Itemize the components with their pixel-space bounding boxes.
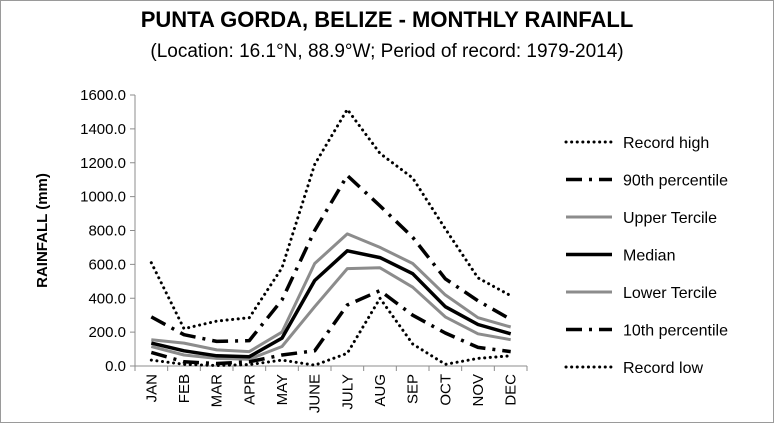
y-tick-label: 0.0 <box>105 358 126 375</box>
x-tick-label: FEB <box>176 374 193 403</box>
series-line-90th-percentile <box>150 173 512 344</box>
y-tick-label: 1600.0 <box>80 87 126 104</box>
chart-title: PUNTA GORDA, BELIZE - MONTHLY RAINFALL <box>140 7 634 32</box>
x-tick-label: DEC <box>503 374 520 406</box>
series-line-record-low <box>149 296 513 367</box>
x-tick-label: AUG <box>372 374 389 407</box>
legend-label-median: Median <box>623 248 675 265</box>
series-layer <box>149 107 513 367</box>
chart-subtitle: (Location: 16.1°N, 88.9°W; Period of rec… <box>150 41 624 62</box>
series-line-upper-tercile <box>151 232 512 354</box>
x-tick-label: JAN <box>143 374 160 402</box>
x-tick-label: NOV <box>470 374 487 407</box>
legend-label-lower-tercile: Lower Tercile <box>623 285 717 302</box>
x-tick-label: SEP <box>405 374 422 404</box>
axes: 0.0 200.0 400.0 600.0 800.0 1000.0 1200.0 1400.… <box>34 87 528 413</box>
x-tick-label: JULY <box>339 374 356 410</box>
x-tick-label: OCT <box>437 374 454 406</box>
y-axis-title: RAINFALL (mm) <box>34 173 51 288</box>
series-line-lower-tercile <box>150 266 511 361</box>
legend-label-10th-percentile: 10th percentile <box>623 323 728 340</box>
y-tick-label: 1400.0 <box>80 121 126 138</box>
y-tick-label: 200.0 <box>88 324 126 341</box>
x-tick-label: MAY <box>274 374 291 405</box>
legend: Record high 90th percentile Upper Tercile M… <box>564 135 728 377</box>
series-line-record-high <box>149 107 513 331</box>
x-tick-label: APR <box>241 374 258 405</box>
legend-label-record-low: Record low <box>623 360 703 377</box>
x-tick-label: JUNE <box>307 374 324 413</box>
series-line-median <box>150 249 512 359</box>
y-tick-label: 400.0 <box>88 290 126 307</box>
y-tick-label: 1000.0 <box>80 189 126 206</box>
legend-label-90th-percentile: 90th percentile <box>623 173 728 190</box>
y-tick-label: 1200.0 <box>80 155 126 172</box>
x-tick-label: MAR <box>209 374 226 408</box>
y-tick-label: 800.0 <box>88 223 126 240</box>
legend-label-record-high: Record high <box>623 135 709 152</box>
series-line-10th-percentile <box>150 288 511 366</box>
legend-label-upper-tercile: Upper Tercile <box>623 210 717 227</box>
y-tick-label: 600.0 <box>88 256 126 273</box>
